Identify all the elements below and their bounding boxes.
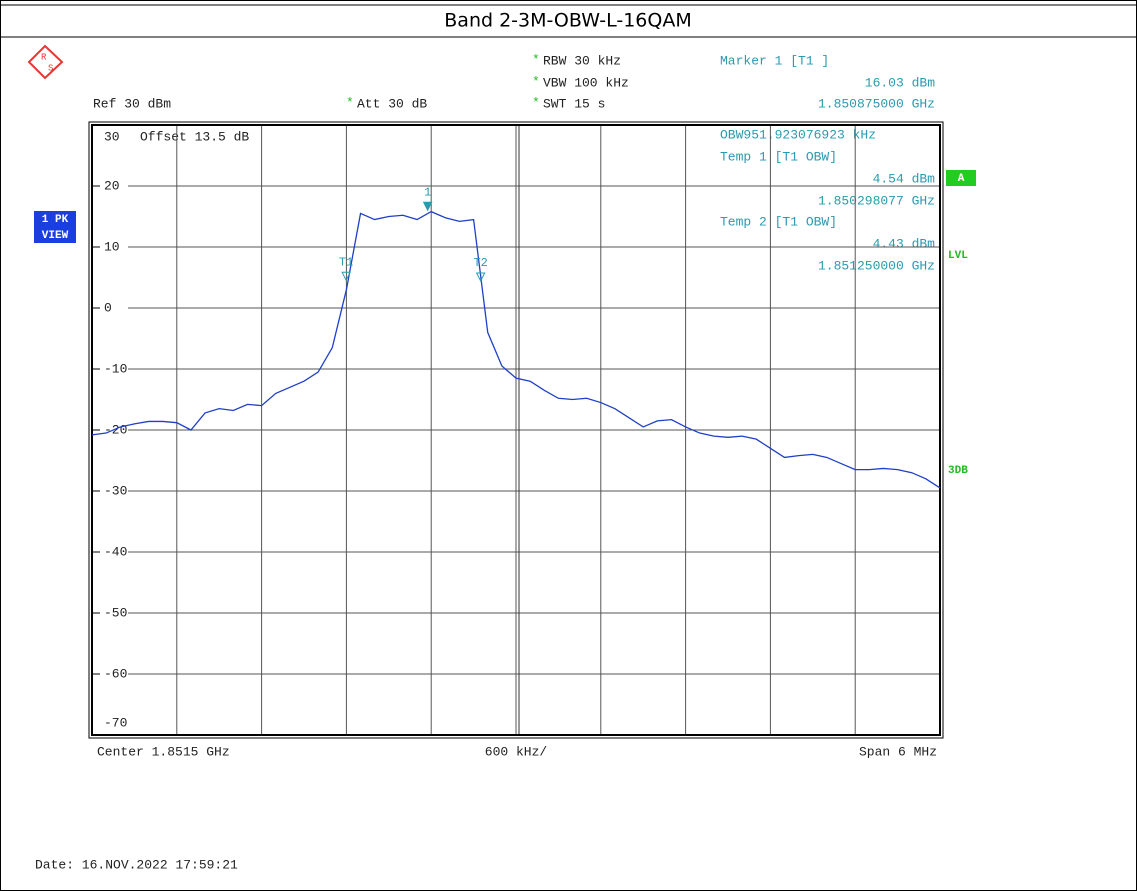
trace — [91, 210, 941, 489]
marker — [422, 201, 433, 212]
readout: Temp 2 [T1 OBW] — [720, 214, 837, 229]
logo: R S — [27, 44, 64, 80]
marker-label: T1 — [339, 255, 353, 269]
title: Band 2-3M-OBW-L-16QAM — [444, 10, 691, 32]
plot-border — [91, 124, 941, 736]
readout: Marker 1 [T1 ] — [720, 53, 829, 68]
tick-label-bg — [100, 179, 128, 193]
tick-label-bg — [100, 716, 128, 730]
readout: 4.43 dBm — [873, 236, 936, 251]
center: Center 1.8515 GHz — [97, 744, 230, 759]
badge — [34, 227, 76, 243]
marker — [475, 272, 486, 283]
y-tick-label: -20 — [104, 422, 127, 437]
y-tick-label: -50 — [104, 605, 127, 620]
y-tick-label: -40 — [104, 544, 127, 559]
readout: 16.03 dBm — [865, 75, 935, 90]
badge-text: VIEW — [42, 230, 69, 242]
y-tick-label: 20 — [104, 178, 120, 193]
y-tick-label: -70 — [104, 715, 127, 730]
badge — [34, 211, 76, 227]
span: Span 6 MHz — [859, 744, 937, 759]
y-tick-label: -30 — [104, 483, 127, 498]
y-tick-label: -60 — [104, 666, 127, 681]
readout: 1.850875000 GHz — [818, 96, 935, 111]
side-label: LVL — [948, 250, 968, 262]
offset: Offset 13.5 dB — [140, 129, 249, 144]
marker — [341, 271, 351, 282]
marker-label: 1 — [424, 185, 431, 199]
badge-text: A — [958, 173, 965, 185]
readout: Temp 1 [T1 OBW] — [720, 149, 837, 164]
y-tick-label: -10 — [104, 361, 127, 376]
plot-border-outer — [88, 121, 944, 739]
readout: 1.851250000 GHz — [818, 258, 935, 273]
logo-diamond — [27, 44, 64, 80]
y-tick-label: 30 — [104, 129, 120, 144]
att: Att 30 dB — [357, 96, 427, 111]
badge — [946, 170, 976, 186]
swt: SWT 15 s — [543, 96, 605, 111]
date: Date: 16.NOV.2022 17:59:21 — [35, 857, 238, 872]
side-label: 3DB — [948, 465, 968, 477]
per-div: 600 kHz/ — [485, 744, 548, 759]
tick-label-bg — [100, 545, 128, 559]
tick-label-bg — [100, 667, 128, 681]
logo-letter: S — [48, 63, 53, 73]
readout: OBW951.923076923 kHz — [720, 127, 876, 142]
tick-label-bg — [100, 130, 128, 144]
flag: * — [346, 95, 354, 110]
plot: -70 -60 -50 -40 -30 -20 -10 0 10 20 30 1 T1 T2 — [88, 121, 944, 739]
logo-letter: R — [41, 52, 47, 62]
flag: * — [532, 95, 540, 110]
tick-label-bg — [100, 606, 128, 620]
flag: * — [532, 52, 540, 67]
rbw: RBW 30 kHz — [543, 53, 621, 68]
y-tick-label: 10 — [104, 239, 120, 254]
tick-label-bg — [100, 240, 128, 254]
flag: * — [532, 74, 540, 89]
tick-label-bg — [100, 301, 128, 315]
y-tick-label: 0 — [104, 300, 112, 315]
readout: 4.54 dBm — [873, 171, 936, 186]
vbw: VBW 100 kHz — [543, 75, 629, 90]
badge-text: 1 PK — [42, 214, 69, 226]
readout: 1.850298077 GHz — [818, 193, 935, 208]
ref: Ref 30 dBm — [93, 96, 171, 111]
tick-label-bg — [100, 484, 128, 498]
tick-label-bg — [100, 362, 128, 376]
marker-label: T2 — [473, 256, 487, 270]
